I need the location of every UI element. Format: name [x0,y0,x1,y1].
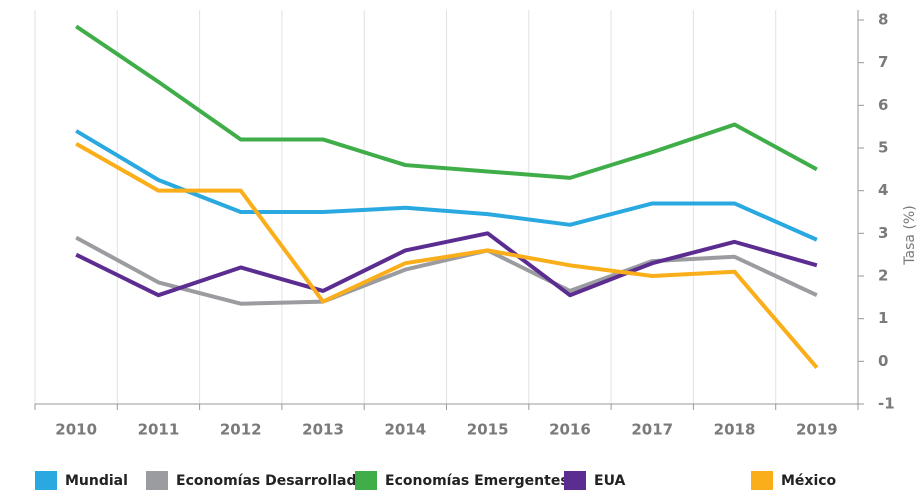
legend-swatch [564,471,586,491]
y-tick-label: 2 [878,267,888,285]
series-line [75,141,819,370]
y-tick-label: 8 [878,11,888,29]
x-tick-label: 2014 [384,421,426,439]
x-tick-label: 2017 [631,421,673,439]
x-tick-label: 2015 [467,421,509,439]
y-axis-label: Tasa (%) [902,205,918,265]
y-tick-label: 6 [878,96,888,114]
legend-swatch [146,471,168,491]
y-tick-label: 4 [878,181,888,199]
x-tick-label: 2018 [714,421,756,439]
y-tick-label: 1 [878,309,888,327]
series-line [75,129,818,242]
legend-swatch [355,471,377,491]
legend-swatch [35,471,57,491]
y-tick-label: 7 [878,53,888,71]
legend-label: EUA [594,473,626,489]
x-tick-label: 2019 [796,421,838,439]
legend-swatch [751,471,773,491]
series-line [75,231,818,298]
series-line [75,24,818,180]
series-line [75,235,818,306]
x-tick-label: 2010 [55,421,97,439]
y-tick-label: 3 [878,224,888,242]
legend-label: Mundial [65,473,128,489]
x-tick-label: 2011 [138,421,180,439]
legend-label: México [781,473,837,489]
y-tick-label: 5 [878,139,888,157]
x-tick-label: 2012 [220,421,262,439]
x-tick-label: 2016 [549,421,591,439]
legend-label: Economías Emergentes [385,473,569,489]
y-tick-label: 0 [878,352,888,370]
x-tick-label: 2013 [302,421,344,439]
y-tick-label: -1 [878,395,895,413]
legend-label: Economías Desarrolladas [176,473,374,489]
